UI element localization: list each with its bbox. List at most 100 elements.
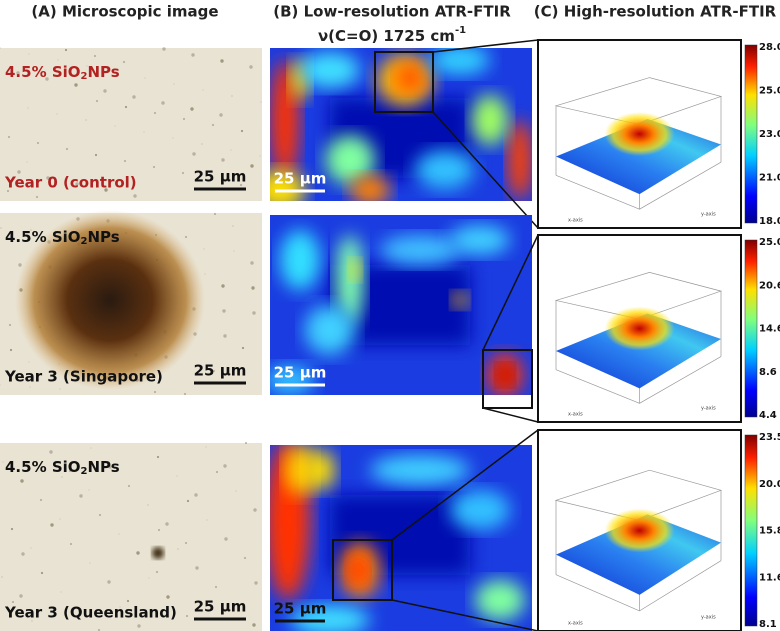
heatmap-blob [280, 230, 320, 290]
axis-label: x-axis [568, 621, 583, 627]
speck [210, 177, 214, 181]
speck [232, 225, 234, 227]
speck [46, 176, 50, 180]
speck [65, 147, 69, 151]
heatmap-blob [472, 95, 508, 145]
speck [108, 465, 112, 469]
zoom-line [432, 39, 539, 53]
speck [8, 323, 12, 327]
text: ν(C=O) 1725 cm [318, 27, 455, 45]
speck [35, 195, 39, 199]
speck [78, 609, 82, 613]
speck [69, 542, 73, 546]
heatmap-blob [270, 170, 305, 201]
speck [172, 137, 174, 139]
speck [224, 537, 228, 541]
heatmap-blob [415, 150, 475, 190]
speck [30, 547, 32, 549]
speck [90, 447, 92, 449]
speck [230, 149, 232, 151]
zoom-line [391, 429, 539, 541]
speck [123, 159, 127, 163]
speck [144, 77, 146, 79]
colorbar-label: 25.0 [759, 86, 780, 97]
colorbar-label: 4.4 [759, 410, 777, 421]
speck [10, 527, 14, 531]
speck [0, 227, 2, 229]
speck [221, 158, 225, 162]
subscript: 2 [81, 71, 88, 82]
scale-label: 25 μm [194, 598, 247, 616]
heatmap-blob [380, 235, 460, 265]
heatmap-blob [348, 555, 368, 585]
speck [1, 576, 3, 578]
speck [221, 284, 225, 288]
speck [184, 235, 188, 239]
speck [240, 129, 244, 133]
speck [18, 263, 22, 267]
header-c: (C) High-resolution ATR-FTIR [534, 3, 777, 21]
speck [186, 499, 190, 503]
sample-label: 4.5% SiO2NPs [5, 228, 120, 248]
speck [39, 498, 43, 502]
speck [153, 390, 157, 394]
colorbar-label: 15.8 [759, 526, 780, 537]
speck [136, 551, 140, 555]
speck [220, 59, 224, 63]
speck [75, 182, 79, 186]
speck [126, 599, 130, 603]
text: 4.5% SiO [5, 228, 81, 246]
speck [28, 53, 30, 55]
colorbar-label: 28.0 [759, 42, 780, 53]
speck [148, 577, 150, 579]
speck [64, 48, 68, 52]
speck [16, 71, 20, 75]
text: 4.5% SiO [5, 63, 81, 81]
speck [203, 248, 205, 250]
zoom-box [374, 51, 434, 113]
speck [31, 620, 33, 622]
speck [86, 65, 88, 67]
speck [201, 143, 203, 145]
speck [103, 89, 107, 93]
speck [50, 523, 54, 527]
heatmap-blob [349, 260, 361, 280]
speck [204, 273, 206, 275]
colorbar-label: 20.6 [759, 280, 780, 291]
subscript: 2 [81, 466, 88, 477]
sample-label: 4.5% SiO2NPs [5, 63, 120, 83]
speck [29, 386, 31, 388]
surface [556, 313, 721, 389]
speck [234, 605, 236, 607]
text: NPs [88, 458, 120, 476]
speck [252, 311, 256, 315]
speck [205, 446, 207, 448]
speck [152, 165, 156, 169]
speck [192, 152, 196, 156]
text: NPs [88, 63, 120, 81]
speck [244, 441, 248, 445]
speck [251, 286, 255, 290]
speck [124, 105, 128, 109]
speck [56, 113, 58, 115]
speck [194, 493, 198, 497]
heatmap-blob [396, 64, 424, 92]
speck [115, 71, 117, 73]
speck [147, 504, 149, 506]
colorbar-label: 8.1 [759, 619, 777, 630]
speck [133, 194, 137, 198]
heatmap-blob [475, 580, 525, 620]
speck [49, 450, 53, 454]
condition-label: Year 0 (control) [4, 174, 137, 192]
speck [165, 522, 169, 526]
colorbar-label: 23.0 [759, 129, 780, 140]
colorbar-label: 14.6 [759, 324, 780, 335]
zoom-box [332, 539, 393, 601]
speck [6, 189, 10, 193]
speck [59, 388, 61, 390]
condition-label: Year 3 (Queensland) [4, 604, 177, 622]
zoom-line [432, 111, 539, 229]
speck [191, 53, 195, 57]
condition-label: Year 3 (Singapore) [4, 368, 163, 386]
